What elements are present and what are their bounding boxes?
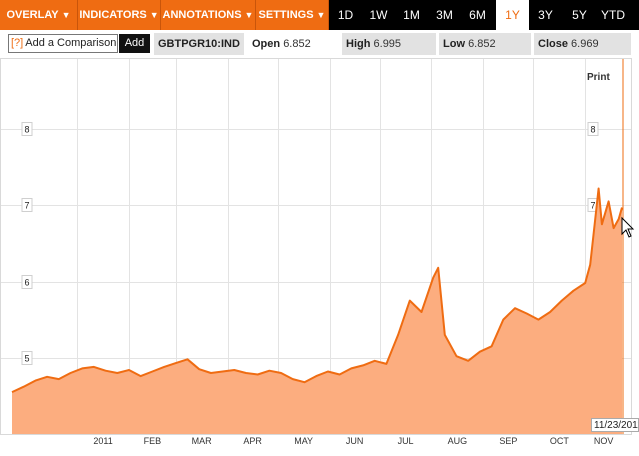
range-6m-button[interactable]: 6M [469, 8, 486, 22]
x-axis-tick-label: SEP [499, 436, 517, 446]
open-value: 6.852 [283, 38, 311, 50]
help-icon[interactable]: [?] [11, 37, 24, 49]
high-cell: High 6.995 [342, 33, 436, 55]
range-1m-button[interactable]: 1M [403, 8, 420, 22]
range-5y-button[interactable]: 5Y [572, 8, 587, 22]
y-axis-tick-label-left: 6 [24, 278, 29, 288]
high-label: High [346, 38, 371, 50]
range-1y-button[interactable]: 1Y [496, 0, 529, 30]
x-axis-tick-label: 2011 [93, 436, 112, 446]
x-axis-tick-label: JUN [346, 436, 364, 446]
overlay-menu-label: OVERLAY [6, 9, 59, 21]
y-axis-label-box-left [21, 275, 33, 289]
indicators-menu[interactable]: INDICATORS ▼ [78, 0, 161, 30]
ticker-label: GBTPGR10:IND [154, 33, 244, 55]
chart-toolbar: OVERLAY ▼ INDICATORS ▼ ANNOTATIONS ▼ SETTIN… [0, 0, 639, 30]
indicators-menu-label: INDICATORS [79, 9, 147, 21]
close-value: 6.969 [571, 38, 599, 50]
comparison-input[interactable]: [?] Add a Comparison [8, 34, 118, 53]
x-axis-tick-label: MAY [294, 436, 313, 446]
low-value: 6.852 [468, 38, 496, 50]
x-axis-tick-label: NOV [594, 436, 614, 446]
chevron-down-icon: ▼ [61, 10, 71, 20]
comparison-placeholder: Add a Comparison [25, 37, 117, 49]
x-axis-tick-label: JUL [398, 436, 414, 446]
range-3y-button[interactable]: 3Y [538, 8, 553, 22]
y-axis-tick-label-right: 8 [590, 125, 595, 135]
x-axis-tick-label: FEB [144, 436, 162, 446]
chevron-down-icon: ▼ [149, 10, 159, 20]
print-link[interactable]: Print [587, 72, 610, 83]
low-label: Low [443, 38, 465, 50]
open-cell: Open 6.852 [248, 33, 338, 55]
settings-menu[interactable]: SETTINGS ▼ [256, 0, 329, 30]
close-cell: Close 6.969 [534, 33, 631, 55]
y-axis-label-box-left [21, 198, 33, 212]
hover-date-label: 11/23/2011 [591, 418, 639, 432]
y-axis-tick-label-left: 7 [24, 201, 29, 211]
price-chart[interactable]: 2011FEBMARAPRMAYJUNJULAUGSEPOCTNOV556677… [0, 58, 639, 451]
x-axis-tick-label: OCT [550, 436, 570, 446]
add-comparison-button[interactable]: Add [119, 34, 150, 53]
annotations-menu-label: ANNOTATIONS [162, 9, 242, 21]
price-chart-svg: 2011FEBMARAPRMAYJUNJULAUGSEPOCTNOV556677… [0, 58, 635, 446]
quote-info-row: [?] Add a Comparison Add GBTPGR10:IND Ope… [0, 31, 639, 57]
range-ytd-button[interactable]: YTD [601, 8, 625, 22]
y-axis-tick-label-left: 5 [24, 354, 29, 364]
range-3m-button[interactable]: 3M [436, 8, 453, 22]
y-axis-label-box-left [21, 122, 33, 136]
high-value: 6.995 [373, 38, 402, 50]
range-1d-button[interactable]: 1D [337, 8, 354, 22]
low-cell: Low 6.852 [439, 33, 531, 55]
open-label: Open [252, 38, 281, 50]
y-axis-tick-label-right: 7 [590, 201, 595, 211]
overlay-menu[interactable]: OVERLAY ▼ [0, 0, 78, 30]
cursor-arrow-icon [621, 216, 635, 238]
series-area [12, 188, 622, 434]
chevron-down-icon: ▼ [316, 10, 326, 20]
annotations-menu[interactable]: ANNOTATIONS ▼ [161, 0, 256, 30]
x-axis-tick-label: AUG [448, 436, 468, 446]
close-label: Close [538, 38, 568, 50]
x-axis-tick-label: APR [243, 436, 262, 446]
settings-menu-label: SETTINGS [258, 9, 314, 21]
ticker-value: GBTPGR10:IND [158, 38, 240, 50]
y-axis-label-box-left [21, 351, 33, 365]
y-axis-tick-label-left: 8 [24, 125, 29, 135]
chevron-down-icon: ▼ [244, 10, 254, 20]
series-line [11, 187, 623, 394]
x-axis-tick-label: MAR [192, 436, 213, 446]
range-1w-button[interactable]: 1W [369, 8, 388, 22]
y-axis-label-box-right [587, 122, 599, 136]
